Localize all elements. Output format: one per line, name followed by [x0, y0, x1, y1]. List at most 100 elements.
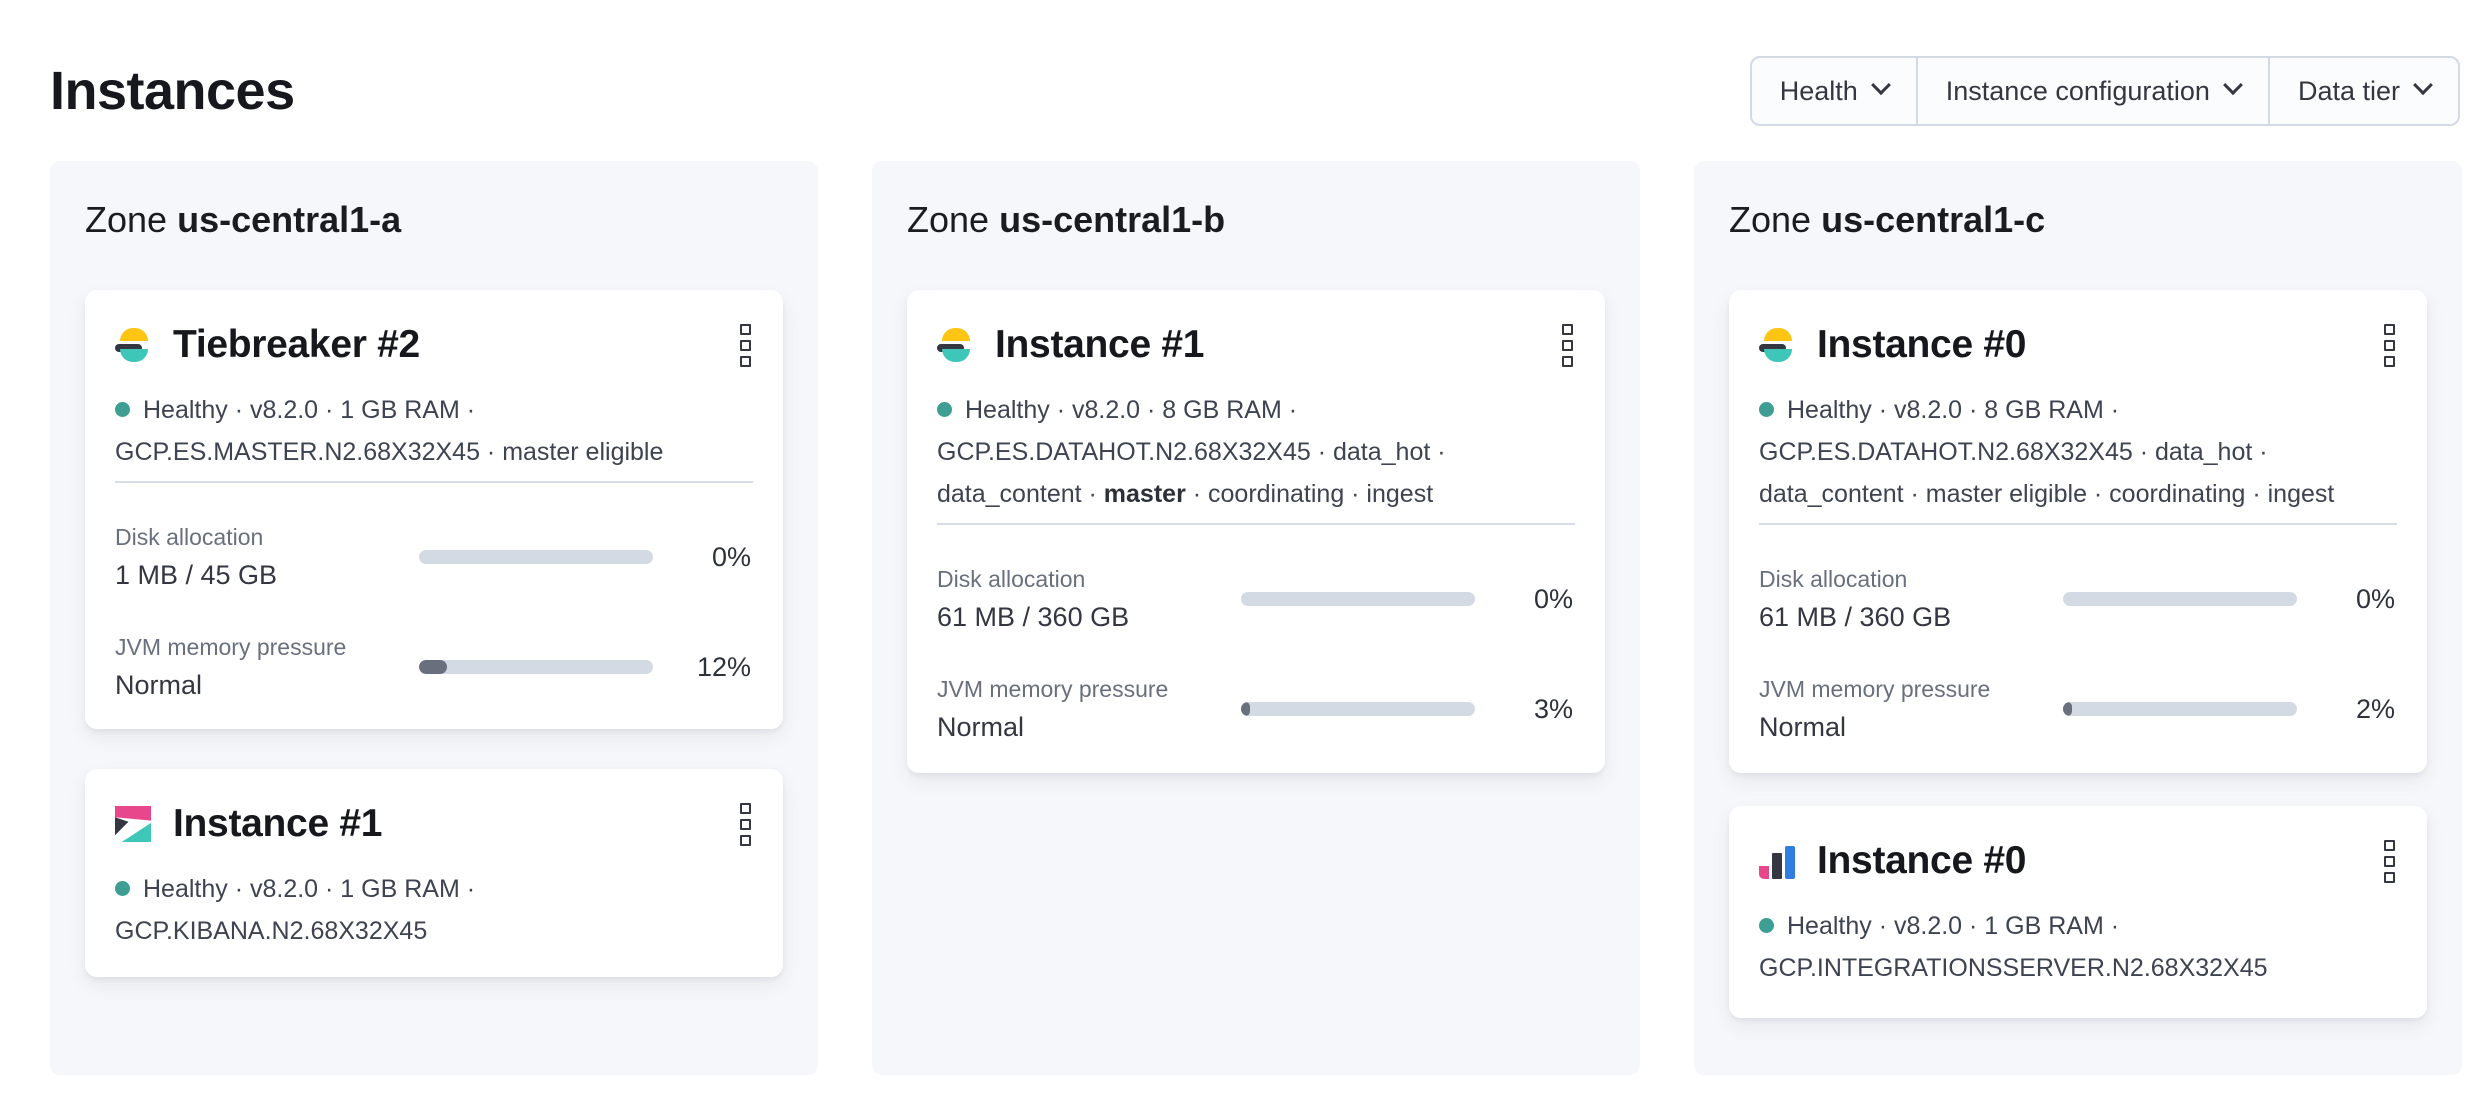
divider: [115, 481, 753, 483]
kebab-menu-button[interactable]: [1560, 322, 1575, 369]
metric-row-jvm: JVM memory pressure Normal 12%: [115, 631, 753, 703]
status-line: GCP.ES.DATAHOT.N2.68X32X45 · data_hot ·: [1759, 438, 2268, 466]
kibana-logo-icon: [115, 806, 151, 842]
zone-heading-prefix: Zone: [907, 199, 990, 240]
card-title: Instance #0: [1817, 839, 2027, 882]
metric-value: 61 MB / 360 GB: [1759, 601, 1952, 632]
card-header: Instance #1: [937, 323, 1575, 367]
filter-button-data-tier[interactable]: Data tier: [2267, 58, 2458, 124]
health-dot-icon: [1759, 402, 1774, 417]
metric-value: Normal: [937, 711, 1025, 742]
progress-fill: [2063, 702, 2072, 716]
status-line: Healthy · v8.2.0 · 8 GB RAM ·: [1759, 389, 2397, 431]
zone-name: us-central1-c: [1821, 199, 2046, 240]
metric-row-disk: Disk allocation 1 MB / 45 GB 0%: [115, 521, 753, 593]
status-line: data_content · master · coordinating · i…: [937, 480, 1434, 508]
kebab-menu-button[interactable]: [738, 322, 753, 369]
metric-value: 61 MB / 360 GB: [937, 601, 1130, 632]
zone-panel-us-central1-c: Zone us-central1-c Instance #0 Healthy ·…: [1694, 161, 2462, 1075]
card-header: Instance #0: [1759, 323, 2397, 367]
instance-card-kibana-1: Instance #1 Healthy · v8.2.0 · 1 GB RAM …: [85, 769, 783, 977]
zone-heading: Zone us-central1-c: [1729, 202, 2427, 238]
boxes-vertical-icon: [740, 323, 751, 335]
kebab-menu-button[interactable]: [2382, 838, 2397, 885]
filter-label: Instance configuration: [1945, 75, 2210, 106]
filter-group: Health Instance configuration Data tier: [1749, 56, 2460, 126]
chevron-down-icon: [1870, 75, 1891, 96]
boxes-vertical-icon: [1562, 323, 1573, 335]
divider: [937, 523, 1575, 525]
card-title: Instance #1: [173, 802, 383, 845]
metric-row-jvm: JVM memory pressure Normal 2%: [1759, 673, 2397, 745]
filter-button-health[interactable]: Health: [1752, 58, 1916, 124]
instance-card-integrations-server-0: Instance #0 Healthy · v8.2.0 · 1 GB RAM …: [1729, 806, 2427, 1018]
metric-percent: 0%: [2355, 583, 2395, 614]
card-title: Instance #1: [995, 323, 1205, 366]
progress-bar: [2063, 702, 2297, 716]
chevron-down-icon: [2223, 75, 2243, 96]
metric-value: Normal: [115, 669, 203, 700]
metric-label: Disk allocation: [1759, 565, 1908, 592]
page-header: Instances Health Instance configuration …: [0, 0, 2490, 126]
instance-card-tiebreaker-2: Tiebreaker #2 Healthy · v8.2.0 · 1 GB RA…: [85, 290, 783, 729]
instance-card-es-1: Instance #1 Healthy · v8.2.0 · 8 GB RAM …: [907, 290, 1605, 773]
status-line: Healthy · v8.2.0 · 1 GB RAM ·: [1759, 905, 2397, 947]
health-dot-icon: [1759, 918, 1774, 933]
instance-card-es-0: Instance #0 Healthy · v8.2.0 · 8 GB RAM …: [1729, 290, 2427, 773]
progress-bar: [419, 660, 653, 674]
metric-label: Disk allocation: [115, 523, 264, 550]
card-title: Instance #0: [1817, 323, 2027, 366]
health-status: Healthy · v8.2.0 · 8 GB RAM · GCP.ES.DAT…: [1759, 389, 2397, 515]
status-line: GCP.ES.DATAHOT.N2.68X32X45 · data_hot ·: [937, 438, 1446, 466]
status-line: data_content · master eligible · coordin…: [1759, 480, 2335, 508]
kebab-menu-button[interactable]: [2382, 322, 2397, 369]
zone-panel-us-central1-b: Zone us-central1-b Instance #1 Healthy ·…: [872, 161, 1640, 1075]
metric-row-disk: Disk allocation 61 MB / 360 GB 0%: [937, 563, 1575, 635]
status-line: GCP.INTEGRATIONSSERVER.N2.68X32X45: [1759, 954, 2268, 982]
metric-percent: 0%: [1533, 583, 1573, 614]
progress-bar: [1241, 702, 1475, 716]
progress-fill: [1241, 702, 1250, 716]
status-line: GCP.ES.MASTER.N2.68X32X45 · master eligi…: [115, 438, 664, 466]
progress-bar: [1241, 592, 1475, 606]
boxes-vertical-icon: [2384, 323, 2395, 335]
status-line: Healthy · v8.2.0 · 1 GB RAM ·: [115, 389, 753, 431]
page-title: Instances: [50, 61, 295, 121]
kebab-menu-button[interactable]: [738, 801, 753, 848]
zone-heading-prefix: Zone: [1729, 199, 1812, 240]
health-dot-icon: [115, 402, 130, 417]
metric-percent: 2%: [2355, 693, 2395, 724]
metric-label: JVM memory pressure: [1759, 675, 1991, 702]
zone-name: us-central1-a: [177, 199, 402, 240]
zone-heading: Zone us-central1-a: [85, 202, 783, 238]
health-status: Healthy · v8.2.0 · 8 GB RAM · GCP.ES.DAT…: [937, 389, 1575, 515]
zone-heading-prefix: Zone: [85, 199, 168, 240]
metric-label: Disk allocation: [937, 565, 1086, 592]
metric-value: 1 MB / 45 GB: [115, 559, 278, 590]
chevron-down-icon: [2413, 75, 2433, 96]
metric-percent: 3%: [1533, 693, 1573, 724]
zone-panel-us-central1-a: Zone us-central1-a Tiebreaker #2 Healthy…: [50, 161, 818, 1075]
status-line: Healthy · v8.2.0 · 8 GB RAM ·: [937, 389, 1575, 431]
health-status: Healthy · v8.2.0 · 1 GB RAM · GCP.ES.MAS…: [115, 389, 753, 473]
elasticsearch-logo-icon: [115, 327, 151, 363]
metric-percent: 0%: [711, 541, 751, 572]
metric-percent: 12%: [696, 651, 751, 682]
boxes-vertical-icon: [2384, 839, 2395, 851]
metric-value: Normal: [1759, 711, 1847, 742]
metric-label: JVM memory pressure: [115, 633, 347, 660]
status-line: GCP.KIBANA.N2.68X32X45: [115, 917, 428, 945]
progress-bar: [419, 550, 653, 564]
card-header: Instance #0: [1759, 839, 2397, 883]
divider: [1759, 523, 2397, 525]
health-status: Healthy · v8.2.0 · 1 GB RAM · GCP.INTEGR…: [1759, 905, 2397, 989]
progress-fill: [419, 660, 448, 674]
zone-name: us-central1-b: [999, 199, 1226, 240]
filter-label: Data tier: [2297, 75, 2400, 106]
health-dot-icon: [115, 881, 130, 896]
filter-button-instance-configuration[interactable]: Instance configuration: [1915, 58, 2268, 124]
metric-row-disk: Disk allocation 61 MB / 360 GB 0%: [1759, 563, 2397, 635]
boxes-vertical-icon: [740, 802, 751, 814]
metric-label: JVM memory pressure: [937, 675, 1169, 702]
health-status: Healthy · v8.2.0 · 1 GB RAM · GCP.KIBANA…: [115, 868, 753, 952]
